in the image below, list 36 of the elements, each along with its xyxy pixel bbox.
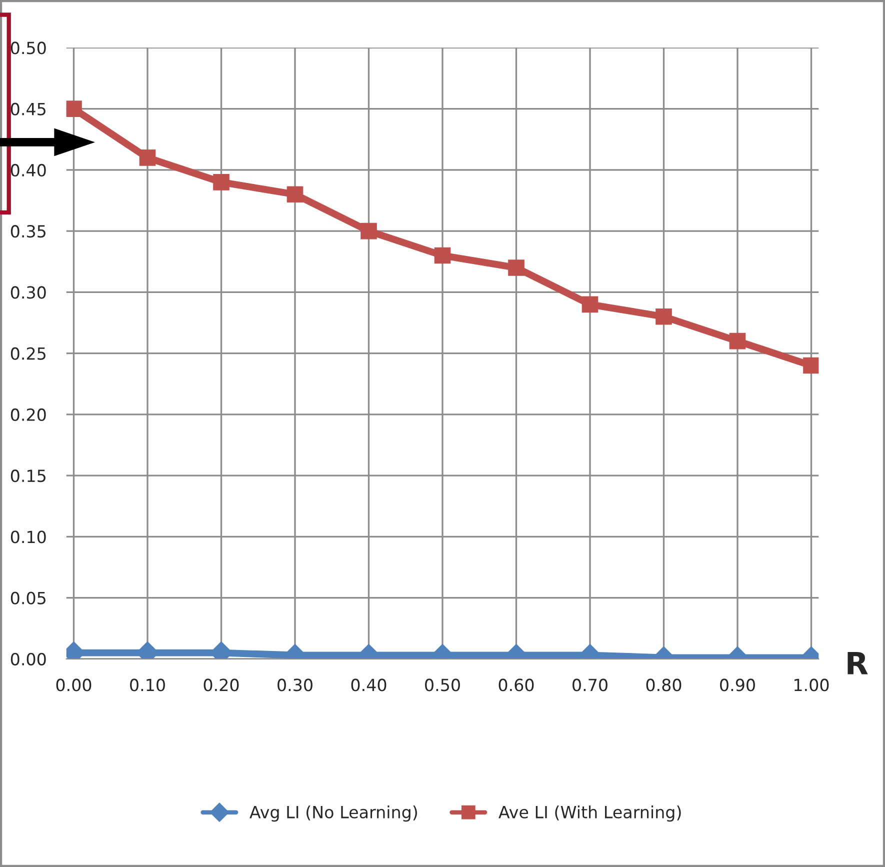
y-tick-label: 0.25 — [10, 347, 46, 360]
legend-label: Avg LI (No Learning) — [250, 806, 417, 822]
point — [66, 100, 82, 117]
y-tick-label: 0.10 — [10, 530, 46, 544]
point — [656, 308, 672, 325]
point — [286, 186, 304, 203]
y-tick-label: 0.20 — [10, 408, 46, 421]
y-tick-label: 0.35 — [10, 225, 46, 238]
x-tick-label: 1.00 — [794, 678, 829, 692]
y-tick-label: 0.15 — [10, 470, 46, 482]
legend-label: Ave LI (With Learning) — [498, 806, 681, 822]
point — [729, 332, 746, 350]
x-tick-label: 0.20 — [204, 678, 239, 692]
y-tick-label: 0.50 — [10, 42, 46, 54]
point — [582, 296, 598, 313]
point — [508, 260, 524, 276]
y-tick-label: 0.05 — [10, 592, 46, 604]
x-tick-label: 0.40 — [351, 678, 386, 692]
point — [139, 150, 156, 166]
point — [213, 174, 230, 190]
x-tick-label: 0.50 — [425, 678, 460, 692]
point — [360, 222, 377, 240]
x-tick-label: 0.90 — [720, 678, 755, 692]
point — [803, 357, 819, 374]
x-tick-label: 0.60 — [498, 678, 534, 692]
x-tick-label: 0.70 — [572, 678, 608, 692]
y-tick-label: 0.40 — [10, 164, 46, 176]
x-tick-label: 0.10 — [130, 678, 165, 692]
point — [434, 247, 451, 264]
x-tick-label: 0.80 — [646, 678, 682, 692]
text: R — [848, 652, 868, 674]
y-tick-label: 0.00 — [10, 652, 46, 666]
y-tick-label: 0.30 — [10, 286, 46, 299]
x-tick-label: 0.00 — [56, 678, 92, 692]
x-tick-label: 0.30 — [278, 678, 312, 692]
y-tick-label: 0.45 — [10, 102, 46, 116]
